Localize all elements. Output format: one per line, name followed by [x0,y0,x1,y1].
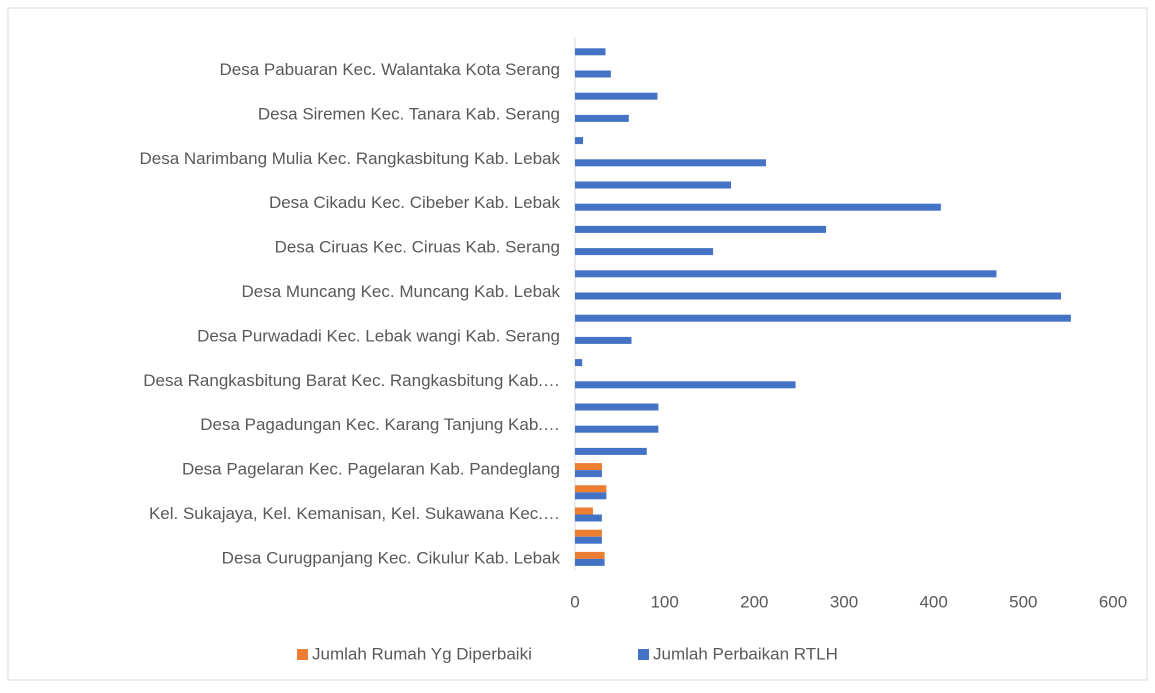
bar [575,536,602,544]
y-tick-label: Desa Ciruas Kec. Ciruas Kab. Serang [275,238,560,257]
y-tick-label: Desa Curugpanjang Kec. Cikulur Kab. Leba… [222,548,561,567]
bar [575,270,997,278]
bar [575,470,602,478]
bar [575,381,796,389]
x-tick-label: 100 [650,592,678,611]
y-tick-label: Desa Pabuaran Kec. Walantaka Kota Serang [219,60,560,79]
bar [575,159,766,167]
chart-border [7,7,1148,681]
x-tick-label: 400 [919,592,947,611]
bar [575,403,659,411]
bar [575,447,647,455]
bar [575,463,602,471]
bar [575,70,611,78]
y-tick-label: Desa Purwadadi Kec. Lebak wangi Kab. Ser… [197,326,560,345]
bar [575,492,607,500]
bar [575,558,605,566]
legend-swatch [297,649,308,660]
x-tick-label: 300 [830,592,858,611]
bar [575,425,659,433]
bar [575,48,606,56]
bar [575,529,602,537]
y-tick-label: Kel. Sukajaya, Kel. Kemanisan, Kel. Suka… [149,504,560,523]
bar [575,248,714,256]
legend-label: Jumlah Perbaikan RTLH [653,644,838,663]
y-tick-label: Desa Narimbang Mulia Kec. Rangkasbitung … [139,149,560,168]
bar [575,203,941,211]
bar [575,336,632,344]
bar [575,485,607,493]
y-tick-label: Desa Muncang Kec. Muncang Kab. Lebak [242,282,561,301]
legend-swatch [638,649,649,660]
y-tick-label: Desa Cikadu Kec. Cibeber Kab. Lebak [269,193,561,212]
y-tick-label: Desa Pagelaran Kec. Pagelaran Kab. Pande… [182,460,560,479]
bar [575,551,605,559]
y-tick-label: Desa Siremen Kec. Tanara Kab. Serang [258,104,560,123]
x-tick-label: 200 [740,592,768,611]
bar [575,292,1061,300]
bar [575,359,583,367]
x-tick-label: 500 [1009,592,1037,611]
x-tick-label: 600 [1099,592,1127,611]
x-tick-label: 0 [570,592,579,611]
bar [575,507,593,515]
bar [575,137,584,145]
bar [575,114,629,122]
bar [575,225,827,233]
bar [575,92,658,100]
bar [575,514,602,522]
y-tick-label: Desa Pagadungan Kec. Karang Tanjung Kab.… [200,415,560,434]
y-tick-label: Desa Rangkasbitung Barat Kec. Rangkasbit… [143,371,560,390]
bar [575,314,1071,322]
bar [575,181,732,189]
legend-label: Jumlah Rumah Yg Diperbaiki [312,644,532,663]
